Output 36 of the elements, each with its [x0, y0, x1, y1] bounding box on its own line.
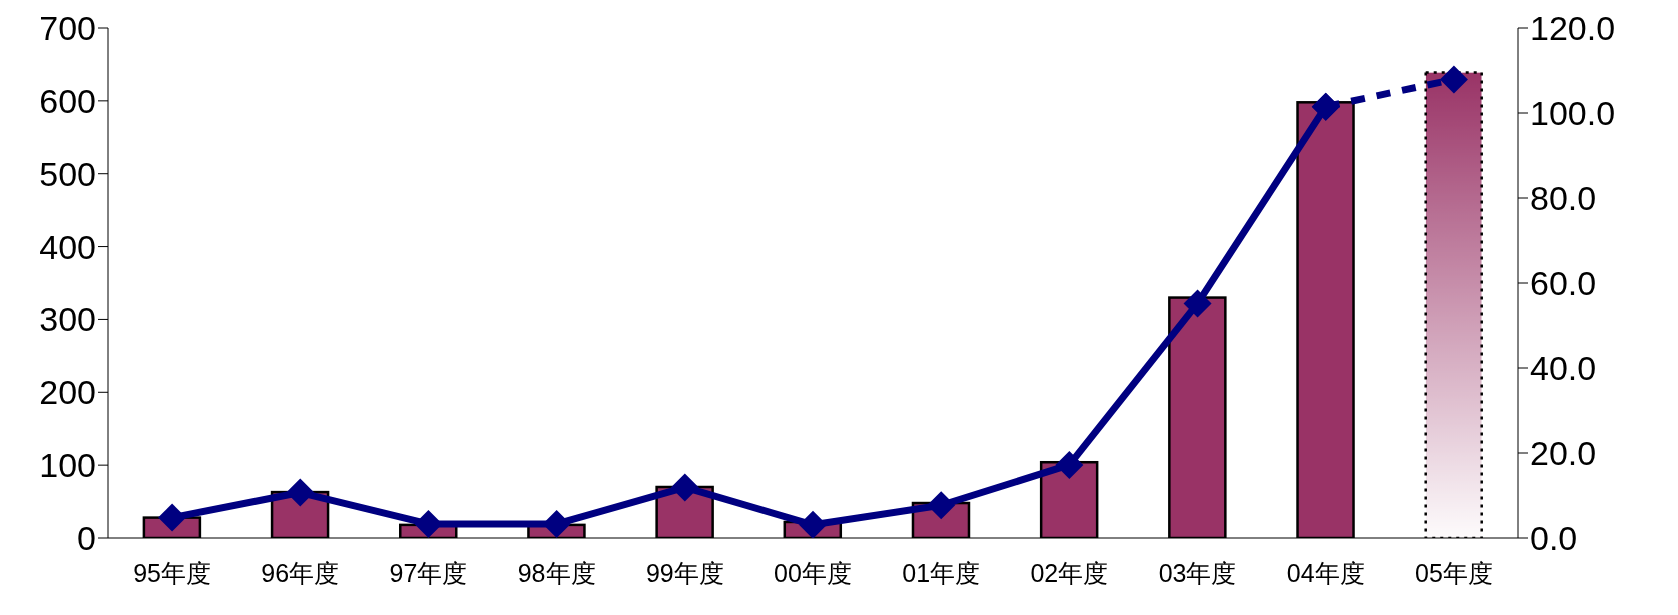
point — [670, 473, 699, 502]
point — [1183, 289, 1212, 318]
y-tick-label: 500 — [39, 154, 96, 193]
y-tick-label: 200 — [39, 373, 96, 412]
y2-tick-label: 20.0 — [1530, 434, 1597, 472]
x-tick-label: 00年度 — [774, 558, 852, 587]
y2-tick-label: 0.0 — [1530, 519, 1578, 557]
y2-tick-label: 60.0 — [1530, 264, 1597, 302]
point — [799, 510, 827, 538]
x-tick-label: 98年度 — [517, 558, 596, 587]
y2-tick-label: 120.0 — [1530, 9, 1616, 47]
x-tick-label: 02年度 — [1030, 558, 1109, 587]
x-tick-label: 96年度 — [261, 558, 340, 587]
y2-tick-label: 100.0 — [1530, 94, 1616, 132]
point — [1055, 450, 1084, 479]
x-tick-label: 01年度 — [902, 558, 981, 587]
x-tick-label: 97年度 — [389, 558, 468, 587]
y-tick-label: 700 — [39, 9, 96, 47]
x-tick-label: 99年度 — [645, 558, 724, 587]
y2-tick-label: 80.0 — [1530, 179, 1597, 217]
y2-tick-label: 40.0 — [1530, 349, 1597, 387]
point — [414, 509, 443, 538]
point — [542, 509, 571, 538]
point — [286, 478, 315, 507]
y-tick-label: 400 — [39, 227, 96, 266]
point — [1439, 65, 1468, 94]
y-tick-label: 100 — [39, 446, 96, 485]
x-tick-label: 03年度 — [1158, 558, 1237, 587]
y-tick-label: 300 — [39, 300, 96, 339]
x-tick-label: 04年度 — [1286, 558, 1365, 587]
x-tick-label: 95年度 — [133, 558, 211, 587]
point — [1311, 92, 1340, 121]
point — [158, 503, 187, 532]
y-tick-label: 600 — [39, 81, 96, 120]
x-tick-label: 05年度 — [1415, 558, 1493, 587]
y-tick-label: 0 — [77, 519, 96, 557]
